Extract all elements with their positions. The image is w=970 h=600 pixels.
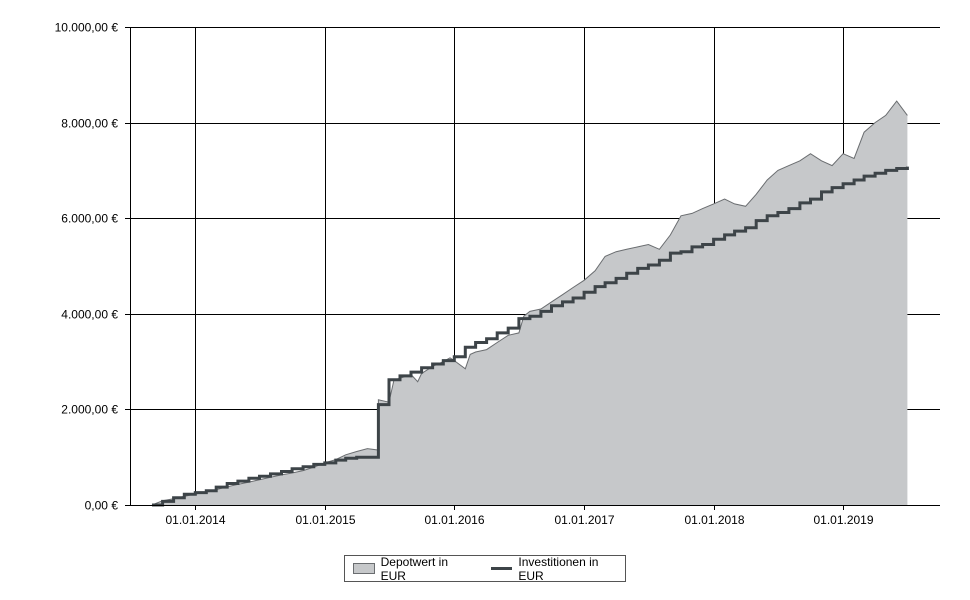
- legend-swatch-depotwert: [353, 563, 375, 574]
- tick-labels: 0,00 € 2.000,00 € 4.000,00 € 6.000,00 € 8.00…: [55, 21, 874, 528]
- axes: [125, 27, 940, 506]
- y-tick-label: 10.000,00 €: [55, 21, 119, 35]
- y-tick-label: 0,00 €: [85, 499, 119, 513]
- legend-item-investitionen: Investitionen in EUR: [475, 555, 625, 583]
- y-tick-label: 2.000,00 €: [61, 403, 118, 417]
- legend-item-depotwert: Depotwert in EUR: [345, 555, 475, 583]
- y-tick-label: 8.000,00 €: [61, 117, 118, 131]
- y-tick-label: 4.000,00 €: [61, 308, 118, 322]
- depotwert-area: [152, 101, 908, 505]
- x-tick-label: 01.01.2016: [424, 513, 484, 527]
- legend-swatch-investitionen: [490, 567, 513, 570]
- x-tick-label: 01.01.2014: [165, 513, 225, 527]
- series: [151, 100, 909, 507]
- legend: Depotwert in EUR Investitionen in EUR: [344, 555, 626, 583]
- y-tick-label: 6.000,00 €: [61, 212, 118, 226]
- x-tick-label: 01.01.2019: [813, 513, 873, 527]
- x-tick-label: 01.01.2018: [684, 513, 744, 527]
- depotwert-edge: [151, 100, 908, 506]
- x-tick-label: 01.01.2015: [295, 513, 355, 527]
- investitionen-line: [152, 166, 909, 507]
- legend-label-depotwert: Depotwert in EUR: [380, 554, 448, 583]
- x-tick-label: 01.01.2017: [554, 513, 614, 527]
- legend-label-investitionen: Investitionen in EUR: [518, 554, 599, 583]
